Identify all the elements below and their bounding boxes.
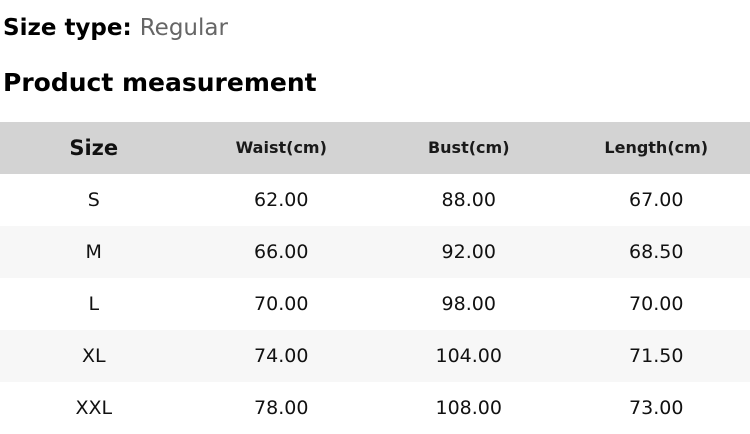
size-cell: M xyxy=(85,240,102,263)
size-type-label: Size type: xyxy=(3,15,132,41)
table-row-m: M 66.00 92.00 68.50 xyxy=(0,225,750,278)
waist-cell: 66.00 xyxy=(254,240,309,263)
table-row-l: L 70.00 98.00 70.00 xyxy=(0,277,750,330)
length-cell: 68.50 xyxy=(629,240,684,263)
bust-cell: 104.00 xyxy=(435,344,502,367)
bust-cell: 98.00 xyxy=(441,292,496,315)
size-cell: XXL xyxy=(75,396,113,419)
table-row-xxl: XXL 78.00 108.00 73.00 xyxy=(0,381,750,434)
size-type-heading: Size type: Regular xyxy=(3,15,750,43)
size-cell: L xyxy=(88,292,100,315)
length-cell: 71.50 xyxy=(629,344,684,367)
column-header-bust: Bust(cm) xyxy=(427,138,510,158)
size-cell: XL xyxy=(81,344,106,367)
bust-cell: 92.00 xyxy=(441,240,496,263)
length-cell: 73.00 xyxy=(629,396,684,419)
waist-cell: 74.00 xyxy=(254,344,309,367)
length-cell: 67.00 xyxy=(629,188,684,211)
column-header-length: Length(cm) xyxy=(604,138,709,158)
product-measurement-title: Product measurement xyxy=(3,67,317,97)
table-row-xl: XL 74.00 104.00 71.50 xyxy=(0,329,750,382)
waist-cell: 70.00 xyxy=(254,292,309,315)
waist-cell: 62.00 xyxy=(254,188,309,211)
column-header-size: Size xyxy=(69,135,119,160)
bust-cell: 108.00 xyxy=(435,396,502,419)
size-cell: S xyxy=(87,188,100,211)
waist-cell: 78.00 xyxy=(254,396,309,419)
bust-cell: 88.00 xyxy=(441,188,496,211)
size-type-value: Regular xyxy=(139,15,228,41)
measurement-table: Size Waist(cm) Bust(cm) Length(cm) S 62.… xyxy=(0,121,750,434)
column-header-waist: Waist(cm) xyxy=(235,138,327,158)
length-cell: 70.00 xyxy=(629,292,684,315)
table-row-s: S 62.00 88.00 67.00 xyxy=(0,173,750,226)
table-header-row: Size Waist(cm) Bust(cm) Length(cm) xyxy=(0,121,750,174)
